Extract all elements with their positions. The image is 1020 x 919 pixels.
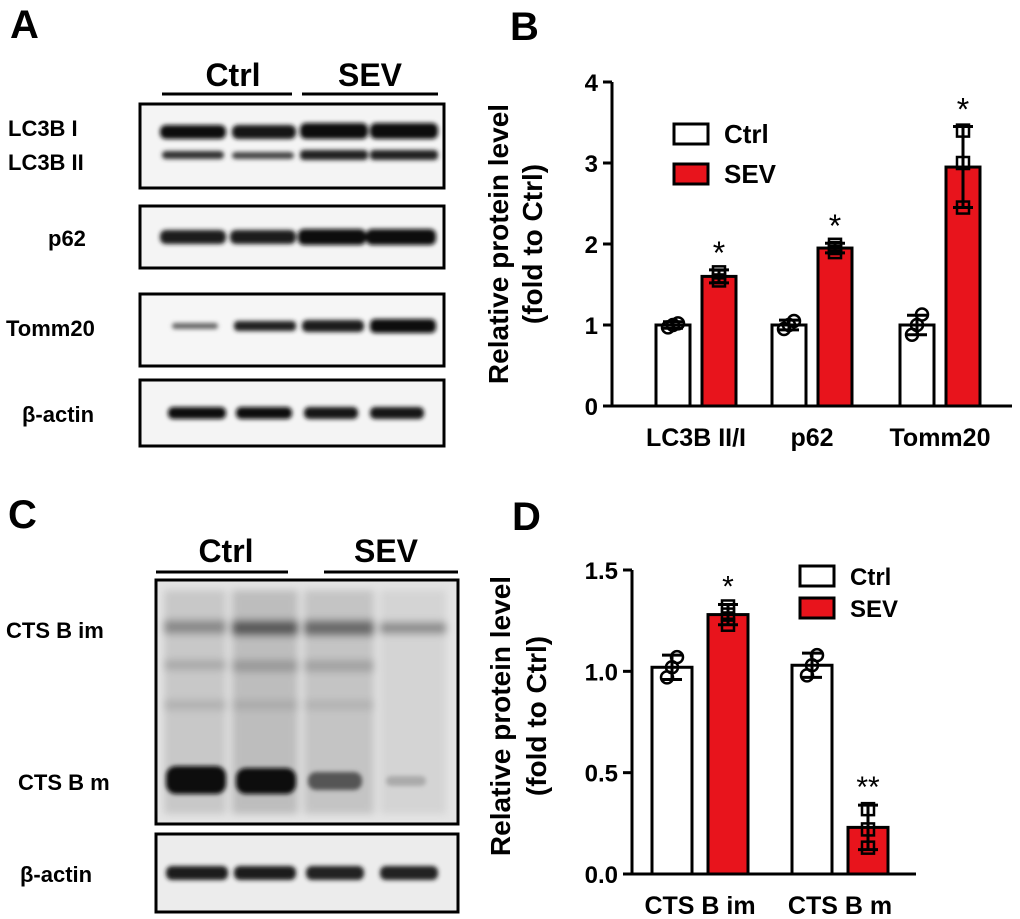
significance-marker: * <box>829 208 841 244</box>
y-tick-label: 1.0 <box>585 659 618 686</box>
data-point-ctrl <box>914 307 930 322</box>
x-category-label: LC3B II/I <box>646 424 746 452</box>
band-label-actin-c: β-actin <box>20 862 92 887</box>
panel-a: A Ctrl SEV LC3B I LC3B II <box>6 3 446 448</box>
x-category-label: Tomm20 <box>890 424 991 452</box>
y-tick-label: 3 <box>585 151 598 178</box>
legend-label-ctrl: Ctrl <box>850 564 891 591</box>
band-label-lc3b-ii: LC3B II <box>8 150 84 175</box>
legend-swatch-ctrl <box>798 564 836 588</box>
y-tick-label: 0.5 <box>585 761 618 788</box>
panel-a-group-sev: SEV <box>338 57 403 93</box>
band-label-cts-b-im: CTS B im <box>6 618 104 643</box>
significance-marker: * <box>713 235 725 271</box>
blot-actin-c <box>154 832 460 914</box>
legend-swatch-sev <box>798 596 836 620</box>
y-axis-label: (fold to Ctrl) <box>517 164 548 324</box>
panel-a-group-ctrl: Ctrl <box>205 57 260 93</box>
legend-label-sev: SEV <box>724 159 777 189</box>
y-axis-label: Relative protein level <box>483 104 514 384</box>
band-label-cts-b-m: CTS B m <box>18 770 110 795</box>
data-point-sev <box>860 822 876 837</box>
y-tick-label: 0.0 <box>585 862 618 889</box>
data-point-sev <box>720 607 736 622</box>
bar-sev <box>706 613 750 876</box>
blot-actin-a <box>138 378 446 448</box>
data-point-sev <box>860 840 876 855</box>
chart-d: D 0.0 0.5 1.0 1.5 Relative protein level (fol… <box>485 495 916 919</box>
data-point-ctrl <box>669 649 685 665</box>
x-category-label: CTS B m <box>788 892 892 919</box>
data-point-sev <box>955 200 971 215</box>
y-axis-label: Relative protein level <box>485 576 516 856</box>
bar-sev <box>700 274 738 408</box>
data-point-sev <box>720 617 736 632</box>
data-point-ctrl <box>670 316 686 331</box>
bar-sev <box>944 165 982 408</box>
y-tick-label: 1 <box>585 313 598 340</box>
data-point-sev <box>955 155 971 171</box>
chart-b: B 0 1 2 3 4 Relative protein level (fold to Ct… <box>483 5 1012 452</box>
legend-swatch-sev <box>672 162 710 186</box>
data-point-sev <box>860 801 876 817</box>
panel-d-letter: D <box>512 495 541 539</box>
panel-c-group-sev: SEV <box>354 533 419 569</box>
significance-marker: * <box>957 92 969 128</box>
legend-label-ctrl: Ctrl <box>724 119 769 149</box>
data-point-sev <box>955 123 971 138</box>
data-point-sev <box>711 265 727 280</box>
panel-b-letter: B <box>510 5 539 49</box>
y-tick-label: 1.5 <box>585 558 618 585</box>
blot-lc3b <box>138 102 446 190</box>
x-category-label: CTS B im <box>644 892 755 919</box>
panel-c-group-ctrl: Ctrl <box>198 533 253 569</box>
y-axis-label: (fold to Ctrl) <box>521 636 552 796</box>
significance-marker: ** <box>856 771 880 804</box>
bar-ctrl <box>770 323 808 408</box>
bar-ctrl <box>654 323 692 408</box>
blot-p62 <box>138 204 446 270</box>
significance-marker: * <box>722 570 734 603</box>
band-label-tomm20: Tomm20 <box>6 316 95 341</box>
bar-sev <box>816 246 854 408</box>
y-tick-label: 2 <box>585 232 598 259</box>
panel-c-letter: C <box>8 493 37 537</box>
blot-cts-b <box>154 578 460 826</box>
y-tick-label: 0 <box>585 394 598 421</box>
blot-tomm20 <box>138 292 446 368</box>
legend-swatch-ctrl <box>672 122 710 146</box>
legend-label-sev: SEV <box>850 596 898 623</box>
data-point-sev <box>827 237 843 253</box>
bar-ctrl <box>790 663 834 876</box>
bar-ctrl <box>650 665 694 876</box>
data-point-ctrl <box>809 647 825 663</box>
band-label-actin-a: β-actin <box>22 402 94 427</box>
y-tick-label: 4 <box>585 70 599 97</box>
x-category-label: p62 <box>790 424 833 452</box>
band-label-lc3b-i: LC3B I <box>8 116 78 141</box>
panel-a-letter: A <box>10 3 39 47</box>
data-point-sev <box>720 599 736 614</box>
panel-c: C Ctrl SEV <box>6 493 460 914</box>
band-label-p62: p62 <box>48 226 86 251</box>
data-point-ctrl <box>786 313 802 329</box>
